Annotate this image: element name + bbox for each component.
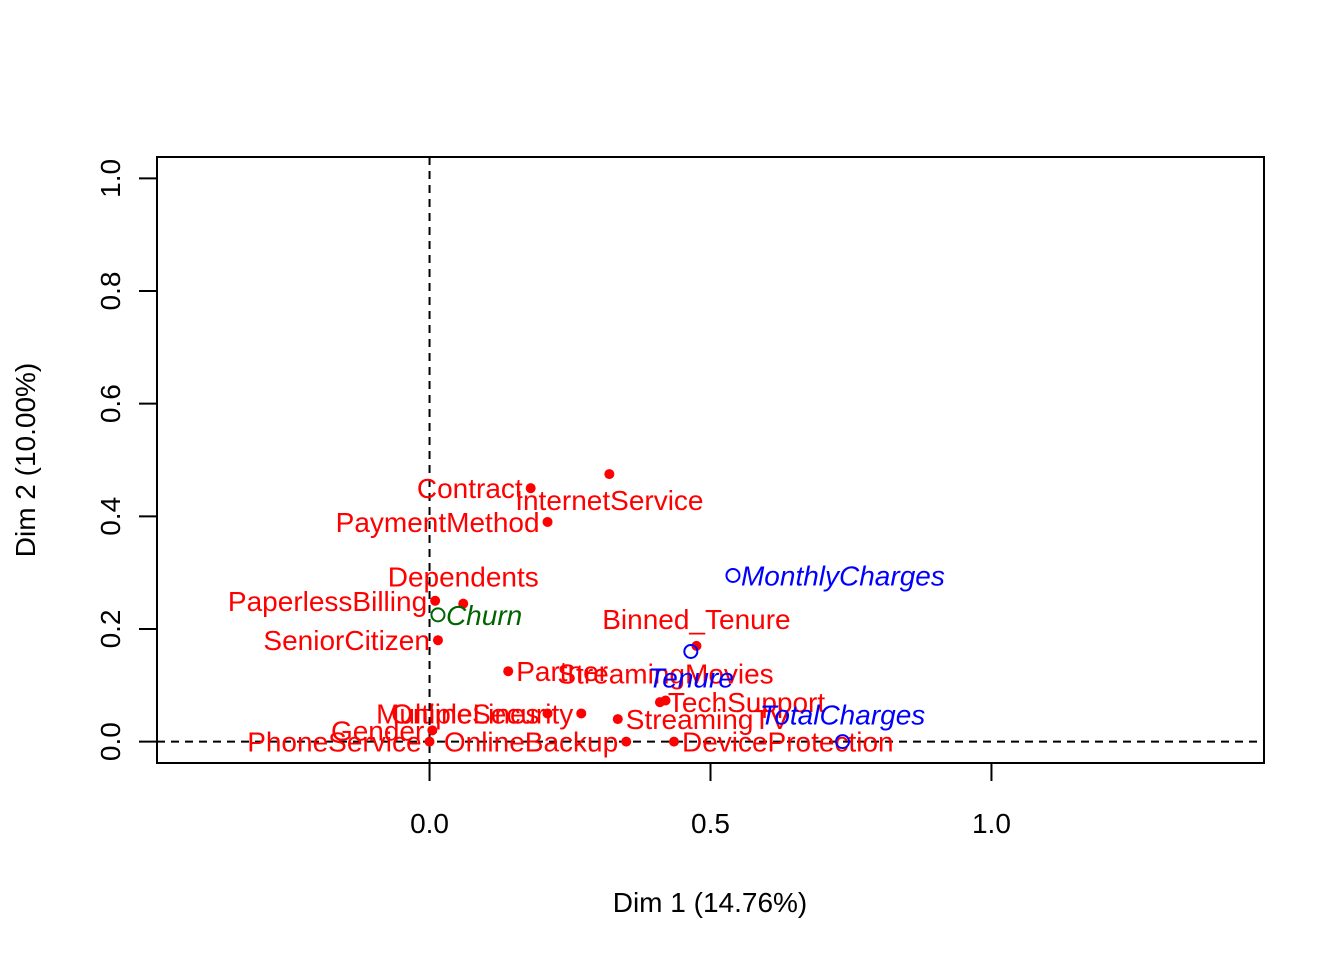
y-tick-label: 0.6 (95, 384, 126, 423)
data-point (427, 725, 438, 736)
y-tick-label: 0.0 (95, 722, 126, 761)
point-label: PhoneService (247, 727, 421, 758)
point-label: Contract (417, 473, 523, 504)
y-axis: 0.0 0.2 0.4 0.6 0.8 1.0 (95, 159, 158, 761)
data-point (576, 708, 587, 719)
data-point (430, 607, 446, 623)
reference-lines (157, 157, 1264, 763)
x-axis-label: Dim 1 (14.76%) (613, 887, 808, 918)
point-label: MultipleLines (376, 698, 539, 729)
y-axis-label: Dim 2 (10.00%) (10, 363, 41, 558)
data-point (654, 697, 665, 708)
point-label: SeniorCitizen (263, 625, 430, 656)
data-point (683, 643, 699, 659)
point-label: TotalCharges (760, 700, 926, 731)
data-point (430, 595, 441, 606)
data-point (612, 714, 623, 725)
point-label: DeviceProtection (682, 727, 894, 758)
x-tick-label: 1.0 (972, 808, 1011, 839)
data-point (604, 469, 615, 480)
data-point (424, 736, 435, 747)
data-point (542, 708, 553, 719)
data-point (503, 666, 514, 677)
data-point (668, 736, 679, 747)
point-label: Churn (446, 600, 522, 631)
point-label: Partner (516, 656, 608, 687)
data-point (458, 598, 469, 609)
data-point (432, 635, 443, 646)
point-label: PaymentMethod (336, 507, 540, 538)
x-tick-label: 0.0 (410, 808, 449, 839)
point-label: Dependents (388, 562, 539, 593)
data-point (835, 734, 851, 750)
point-label: Tenure (648, 662, 734, 693)
y-tick-label: 0.2 (95, 609, 126, 648)
point-label: InternetService (515, 485, 703, 516)
point-label: TechSupport (668, 687, 825, 718)
point-label: OnlineBackup (444, 727, 618, 758)
data-point (691, 640, 702, 651)
point-label: MonthlyCharges (741, 560, 945, 591)
point-label: StreamingMovies (557, 658, 773, 689)
point-label: PaperlessBilling (228, 586, 427, 617)
data-point (621, 736, 632, 747)
point-label: Gender (331, 715, 424, 746)
point-label: StreamingTV (626, 704, 790, 735)
y-tick-label: 0.8 (95, 272, 126, 311)
point-label: Binned_Tenure (602, 604, 790, 635)
x-tick-label: 0.5 (691, 808, 730, 839)
x-axis: 0.0 0.5 1.0 (410, 762, 1011, 839)
y-tick-label: 1.0 (95, 159, 126, 198)
data-point (525, 483, 536, 494)
y-tick-label: 0.4 (95, 497, 126, 536)
data-point (542, 516, 553, 527)
data-point (725, 567, 741, 583)
